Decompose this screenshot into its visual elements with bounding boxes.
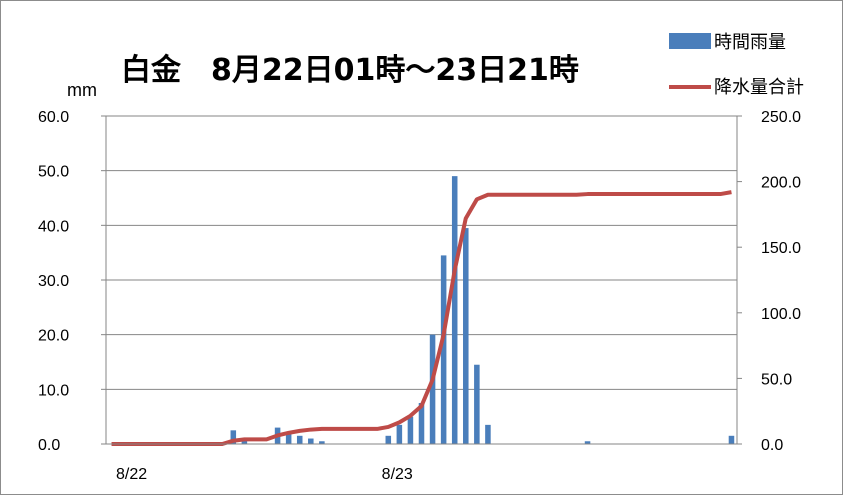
bar <box>308 438 314 444</box>
left-tick-label: 30.0 <box>38 273 69 290</box>
right-tick-label: 50.0 <box>761 371 792 388</box>
total-line <box>111 190 732 446</box>
bar <box>230 430 237 444</box>
x-tick-label: 8/23 <box>382 466 413 483</box>
left-tick-label: 40.0 <box>38 218 69 235</box>
bar <box>319 441 325 444</box>
bar <box>463 228 469 444</box>
axes: 0.0 10.0 20.0 30.0 40.0 50.0 60.0 0.0 50.0 100.0 1… <box>38 109 801 483</box>
left-tick-label: 60.0 <box>38 109 69 126</box>
left-tick-label: 50.0 <box>38 164 69 181</box>
x-tick-label: 8/22 <box>116 466 147 483</box>
bar <box>418 403 425 444</box>
bar <box>584 441 591 444</box>
bar <box>451 176 458 444</box>
line-series-total <box>111 190 732 446</box>
bar <box>385 435 392 444</box>
right-tick-label: 0.0 <box>761 437 783 454</box>
gridlines <box>106 115 737 445</box>
bar <box>407 416 414 444</box>
bar-series-hourly <box>230 176 735 444</box>
right-tick-label: 150.0 <box>761 240 801 257</box>
right-tick-label: 200.0 <box>761 175 801 192</box>
bar <box>429 334 436 444</box>
bar <box>728 435 735 444</box>
legend-swatch-hourly <box>669 33 711 49</box>
legend-label-total: 降水量合計 <box>714 77 804 98</box>
left-tick-label: 20.0 <box>38 328 69 345</box>
chart-title: 白金 8月22日01時～23日21時 <box>121 53 579 88</box>
bar <box>440 255 447 444</box>
left-tick-label: 0.0 <box>38 437 60 454</box>
bar <box>296 435 303 444</box>
bar <box>285 433 292 444</box>
right-tick-label: 250.0 <box>761 109 801 126</box>
left-axis-unit: mm <box>67 80 97 100</box>
bar <box>485 424 491 444</box>
bar <box>474 364 480 444</box>
legend-label-hourly: 時間雨量 <box>714 32 786 53</box>
right-tick-label: 100.0 <box>761 306 801 323</box>
left-tick-label: 10.0 <box>38 382 69 399</box>
bar <box>396 424 403 444</box>
